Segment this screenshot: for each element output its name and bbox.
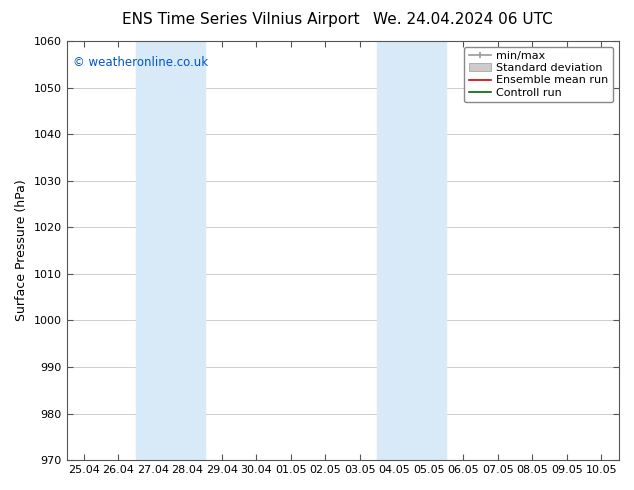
Bar (377, 41, 446, 460)
Y-axis label: Surface Pressure (hPa): Surface Pressure (hPa) (15, 180, 28, 321)
Bar (136, 41, 205, 460)
Legend: min/max, Standard deviation, Ensemble mean run, Controll run: min/max, Standard deviation, Ensemble me… (464, 47, 613, 102)
Text: © weatheronline.co.uk: © weatheronline.co.uk (73, 56, 209, 69)
Text: ENS Time Series Vilnius Airport: ENS Time Series Vilnius Airport (122, 12, 359, 27)
Text: We. 24.04.2024 06 UTC: We. 24.04.2024 06 UTC (373, 12, 553, 27)
